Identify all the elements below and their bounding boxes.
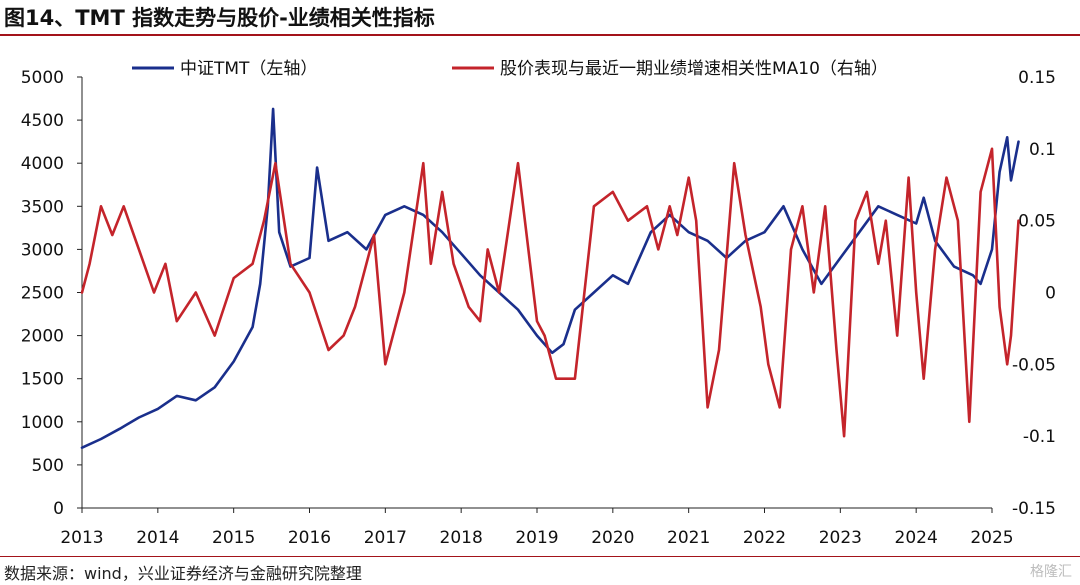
chart-title: 图14、TMT 指数走势与股价-业绩相关性指标: [4, 6, 435, 30]
right-tick-label: 0.05: [1018, 212, 1056, 232]
x-tick-label: 2025: [970, 528, 1013, 548]
right-tick-label: 0.1: [1029, 140, 1056, 160]
watermark: 格隆汇: [1030, 564, 1072, 580]
x-tick-label: 2016: [288, 528, 331, 548]
legend-label-1: 中证TMT（左轴）: [180, 59, 317, 79]
right-tick-label: -0.15: [1012, 499, 1056, 519]
x-tick-label: 2022: [743, 528, 786, 548]
left-tick-label: 3000: [21, 240, 64, 260]
x-tick-label: 2023: [819, 528, 862, 548]
x-tick-label: 2017: [364, 528, 407, 548]
x-tick-label: 2024: [895, 528, 938, 548]
right-tick-label: -0.1: [1023, 427, 1056, 447]
left-tick-label: 5000: [21, 68, 64, 88]
left-tick-label: 0: [53, 499, 64, 519]
left-tick-label: 1000: [21, 413, 64, 433]
legend-label-2: 股价表现与最近一期业绩增速相关性MA10（右轴）: [500, 59, 888, 79]
left-tick-label: 500: [32, 456, 64, 476]
source-divider: [0, 556, 1080, 557]
right-tick-label: 0: [1045, 284, 1056, 304]
x-tick-label: 2019: [515, 528, 558, 548]
x-tick-label: 2021: [667, 528, 710, 548]
chart-canvas: 0 500 1000 1500 2000 2500 3000 3500 4000 4500 5000…: [21, 59, 1056, 548]
x-tick-label: 2013: [60, 528, 103, 548]
left-tick-label: 4000: [21, 154, 64, 174]
source-note: 数据来源：wind，兴业证券经济与金融研究院整理: [4, 564, 362, 583]
title-divider: [0, 34, 1080, 36]
right-tick-label: -0.05: [1012, 355, 1056, 375]
x-tick-label: 2015: [212, 528, 255, 548]
legend: 中证TMT（左轴） 股价表现与最近一期业绩增速相关性MA10（右轴）: [132, 59, 888, 79]
x-tick-label: 2018: [440, 528, 483, 548]
x-tick-label: 2014: [136, 528, 179, 548]
series-lines: [80, 107, 1020, 450]
left-tick-label: 3500: [21, 197, 64, 217]
left-tick-label: 4500: [21, 111, 64, 131]
series-line-1: [80, 107, 1020, 450]
x-tick-label: 2020: [591, 528, 634, 548]
series-line-2: [80, 147, 1020, 438]
left-tick-label: 1500: [21, 370, 64, 390]
right-tick-label: 0.15: [1018, 68, 1056, 88]
tick-labels: 0 500 1000 1500 2000 2500 3000 3500 4000 4500 5000…: [21, 68, 1056, 548]
left-tick-label: 2000: [21, 327, 64, 347]
left-tick-label: 2500: [21, 284, 64, 304]
